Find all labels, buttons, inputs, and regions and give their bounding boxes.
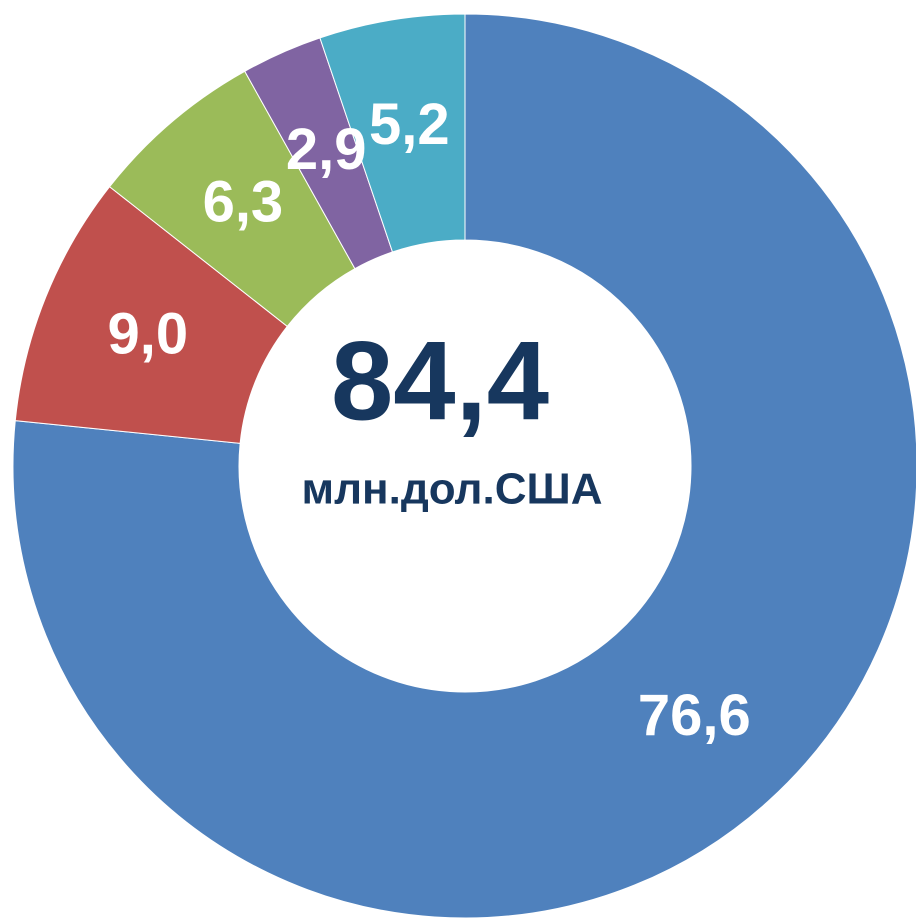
center-unit: млн.дол.США [302,465,603,514]
center-value: 84,4 [331,319,549,444]
value-label: 9,0 [107,301,188,366]
value-label: 76,6 [638,683,751,748]
value-label: 6,3 [203,169,284,234]
slice [319,13,466,253]
value-label: 5,2 [369,92,450,157]
slice [12,13,916,919]
value-label: 2,9 [286,117,367,182]
